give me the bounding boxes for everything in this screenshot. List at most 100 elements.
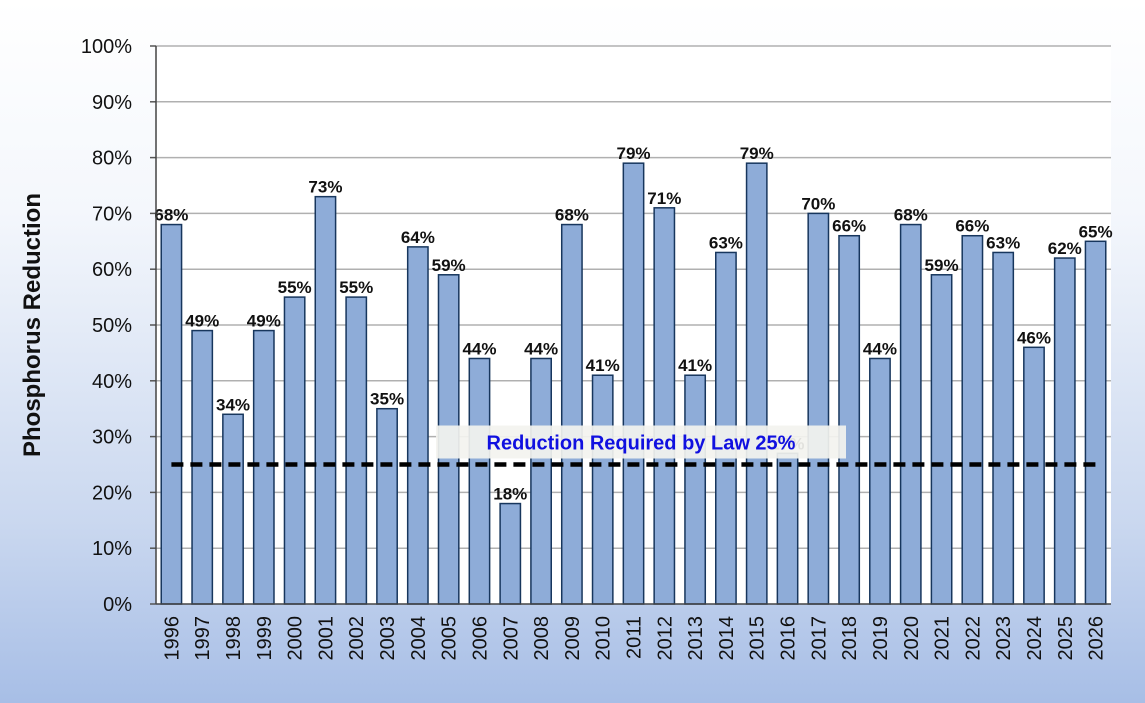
bar bbox=[530, 357, 552, 605]
data-label: 66% bbox=[832, 217, 866, 236]
data-label: 41% bbox=[586, 356, 620, 375]
x-tick-label: 2017 bbox=[808, 616, 830, 661]
x-tick-label: 2004 bbox=[408, 616, 430, 661]
bar bbox=[252, 329, 275, 605]
data-label: 59% bbox=[925, 256, 959, 275]
x-tick-label: 2014 bbox=[716, 616, 738, 661]
bar bbox=[745, 162, 768, 605]
x-tick-label: 2025 bbox=[1055, 616, 1077, 661]
y-tick-label: 80% bbox=[92, 148, 132, 170]
data-label: 46% bbox=[1017, 328, 1051, 347]
x-tick-label: 2016 bbox=[778, 616, 800, 661]
y-tick-label: 40% bbox=[92, 371, 132, 393]
data-label: 34% bbox=[216, 395, 250, 414]
data-label: 59% bbox=[432, 256, 466, 275]
y-axis-ticks: 0% 10% 20% 30% 40% 50% 60% 70% 80% 90% 100% bbox=[81, 36, 156, 616]
data-label: 44% bbox=[863, 339, 897, 358]
bar bbox=[314, 195, 337, 605]
data-label: 71% bbox=[647, 189, 681, 208]
data-label: 63% bbox=[709, 233, 743, 252]
bar bbox=[992, 251, 1015, 605]
y-tick-label: 10% bbox=[92, 538, 132, 560]
data-label: 79% bbox=[616, 144, 650, 163]
bar bbox=[653, 207, 676, 605]
x-tick-label: 2020 bbox=[901, 616, 923, 661]
x-tick-label: 2005 bbox=[439, 616, 461, 661]
reference-label-box bbox=[436, 425, 846, 459]
x-tick-label: 2007 bbox=[500, 616, 522, 661]
bar bbox=[930, 274, 953, 605]
data-label: 18% bbox=[493, 485, 527, 504]
x-tick-label: 2026 bbox=[1086, 616, 1108, 661]
x-tick-label: 1997 bbox=[192, 616, 214, 661]
bar bbox=[406, 246, 429, 605]
data-label: 64% bbox=[401, 228, 435, 247]
x-tick-label: 2024 bbox=[1024, 616, 1046, 661]
data-labels: 68% 49% 34% 49% 55% 73% 55% 35% 64% 59% 44% 18% 44% 6… bbox=[154, 144, 1112, 503]
reference-line-group: Reduction Required by Law 25% bbox=[171, 425, 1098, 467]
bar bbox=[345, 296, 368, 605]
x-tick-label: 1996 bbox=[161, 616, 183, 661]
data-label: 73% bbox=[308, 178, 342, 197]
data-label: 68% bbox=[555, 206, 589, 225]
x-tick-label: 2018 bbox=[839, 616, 861, 661]
x-tick-label: 1999 bbox=[254, 616, 276, 661]
reference-label: Reduction Required by Law 25% bbox=[487, 433, 796, 455]
x-tick-label: 2012 bbox=[654, 616, 676, 661]
x-tick-label: 2000 bbox=[285, 616, 307, 661]
bar bbox=[468, 357, 491, 605]
y-axis-label: Phosphorus Reduction bbox=[19, 193, 46, 457]
x-tick-label: 2008 bbox=[531, 616, 553, 661]
y-tick-label: 20% bbox=[92, 482, 132, 504]
bar bbox=[591, 374, 614, 605]
data-label: 68% bbox=[154, 206, 188, 225]
data-label: 70% bbox=[801, 194, 835, 213]
y-tick-label: 50% bbox=[92, 315, 132, 337]
bar bbox=[222, 413, 244, 605]
y-tick-label: 90% bbox=[92, 92, 132, 114]
bar bbox=[622, 162, 645, 605]
data-label: 55% bbox=[339, 278, 373, 297]
bar bbox=[1023, 346, 1045, 605]
data-label: 49% bbox=[247, 312, 281, 331]
bar bbox=[869, 357, 891, 605]
bar bbox=[807, 212, 830, 605]
y-tick-label: 60% bbox=[92, 259, 132, 281]
bar bbox=[1053, 257, 1076, 605]
data-label: 79% bbox=[740, 144, 774, 163]
data-label: 55% bbox=[278, 278, 312, 297]
x-tick-label: 2001 bbox=[315, 616, 337, 661]
bar bbox=[560, 223, 583, 605]
x-tick-label: 1998 bbox=[223, 616, 245, 661]
data-label: 65% bbox=[1079, 222, 1113, 241]
x-tick-label: 2023 bbox=[993, 616, 1015, 661]
bar bbox=[160, 223, 183, 605]
axes bbox=[155, 46, 1111, 605]
y-tick-label: 100% bbox=[81, 36, 132, 58]
x-tick-label: 2003 bbox=[377, 616, 399, 661]
bar bbox=[776, 452, 799, 605]
x-tick-label: 2006 bbox=[469, 616, 491, 661]
x-tick-label: 2010 bbox=[593, 616, 615, 661]
bar bbox=[376, 407, 398, 605]
x-tick-label: 2013 bbox=[685, 616, 707, 661]
bars bbox=[160, 162, 1107, 605]
y-tick-label: 70% bbox=[92, 203, 132, 225]
x-tick-label: 2019 bbox=[870, 616, 892, 661]
bar bbox=[961, 234, 984, 605]
data-label: 49% bbox=[185, 312, 219, 331]
x-axis-ticks: 1996 1997 1998 1999 2000 2001 2002 2003 2004 2005… bbox=[161, 616, 1107, 661]
x-tick-label: 2009 bbox=[562, 616, 584, 661]
bar bbox=[838, 234, 861, 605]
x-tick-label: 2021 bbox=[932, 616, 954, 661]
y-tick-label: 0% bbox=[103, 594, 132, 616]
bar bbox=[191, 329, 214, 605]
data-label: 62% bbox=[1048, 239, 1082, 258]
bar bbox=[684, 374, 707, 605]
x-tick-label: 2002 bbox=[346, 616, 368, 661]
bar bbox=[283, 296, 306, 605]
y-tick-label: 30% bbox=[92, 427, 132, 449]
x-tick-label: 2015 bbox=[747, 616, 769, 661]
data-label: 35% bbox=[370, 390, 404, 409]
